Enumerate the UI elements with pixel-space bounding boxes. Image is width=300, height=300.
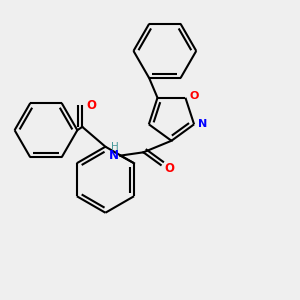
Text: N: N (109, 149, 118, 162)
Text: O: O (165, 162, 175, 175)
Text: N: N (198, 119, 208, 129)
Text: O: O (189, 91, 199, 101)
Text: O: O (86, 99, 96, 112)
Text: H: H (111, 142, 118, 152)
